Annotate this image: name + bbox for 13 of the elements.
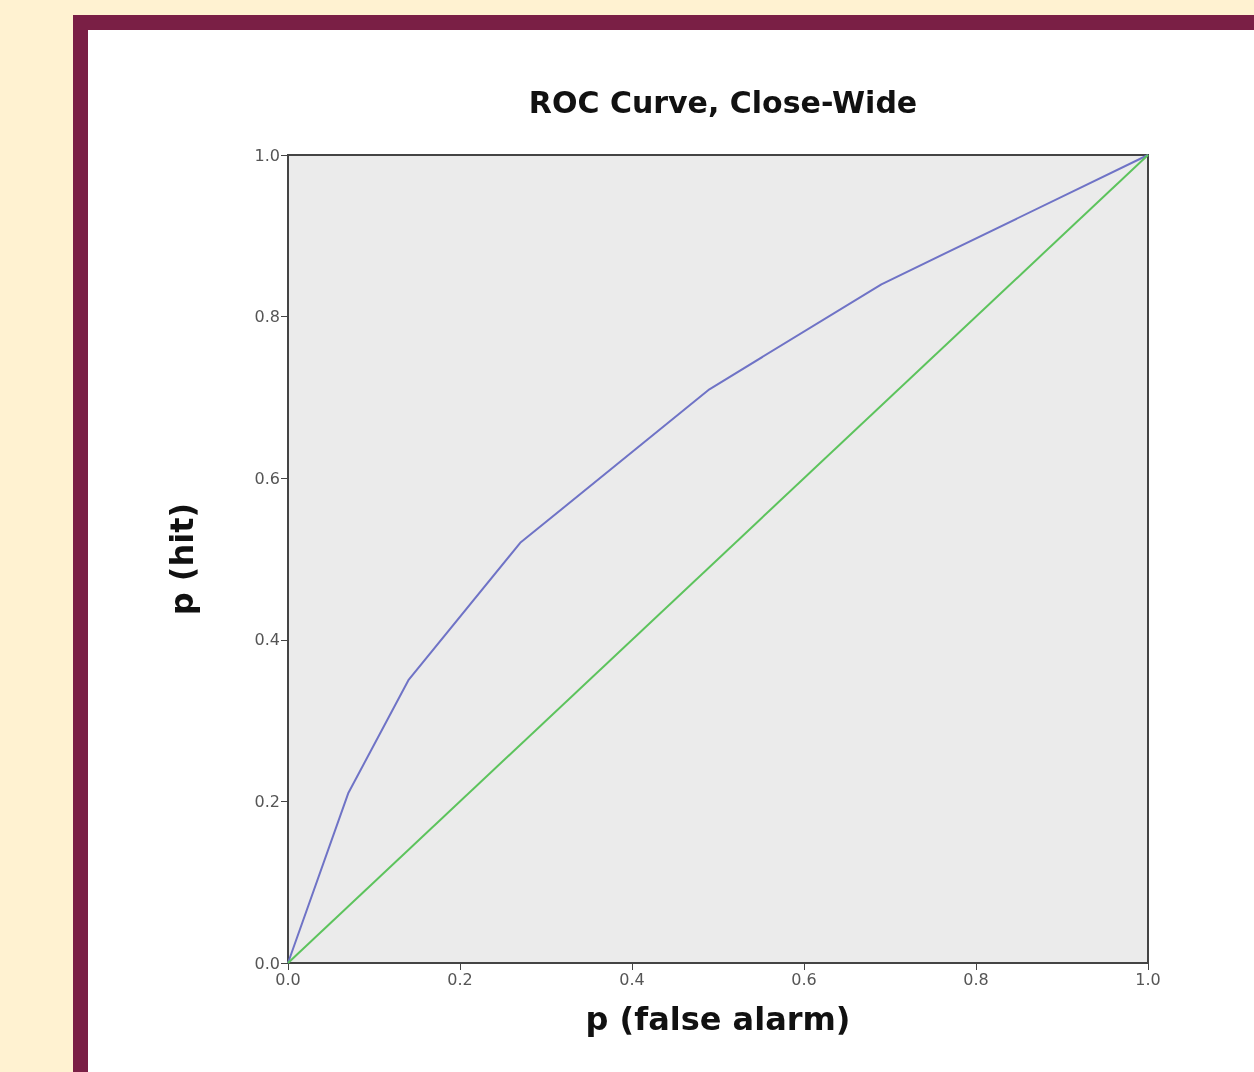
x-axis-title: p (false alarm)	[585, 1000, 851, 1038]
x-tick-label: 0.2	[447, 969, 473, 989]
x-tick-label: 0.4	[619, 969, 645, 989]
x-tick-label: 0.8	[963, 969, 989, 989]
y-axis-title: p (hit)	[163, 502, 201, 616]
y-tick-label: 0.4	[254, 630, 280, 650]
y-tick-label: 0.8	[254, 307, 280, 327]
y-tick-label: 0.6	[254, 468, 280, 488]
y-tick-label: 1.0	[254, 145, 280, 165]
x-tick-label: 1.0	[1135, 969, 1161, 989]
y-tick-label: 0.2	[254, 791, 280, 811]
x-tick-label: 0.6	[791, 969, 817, 989]
chart-title: ROC Curve, Close-Wide	[528, 84, 918, 120]
